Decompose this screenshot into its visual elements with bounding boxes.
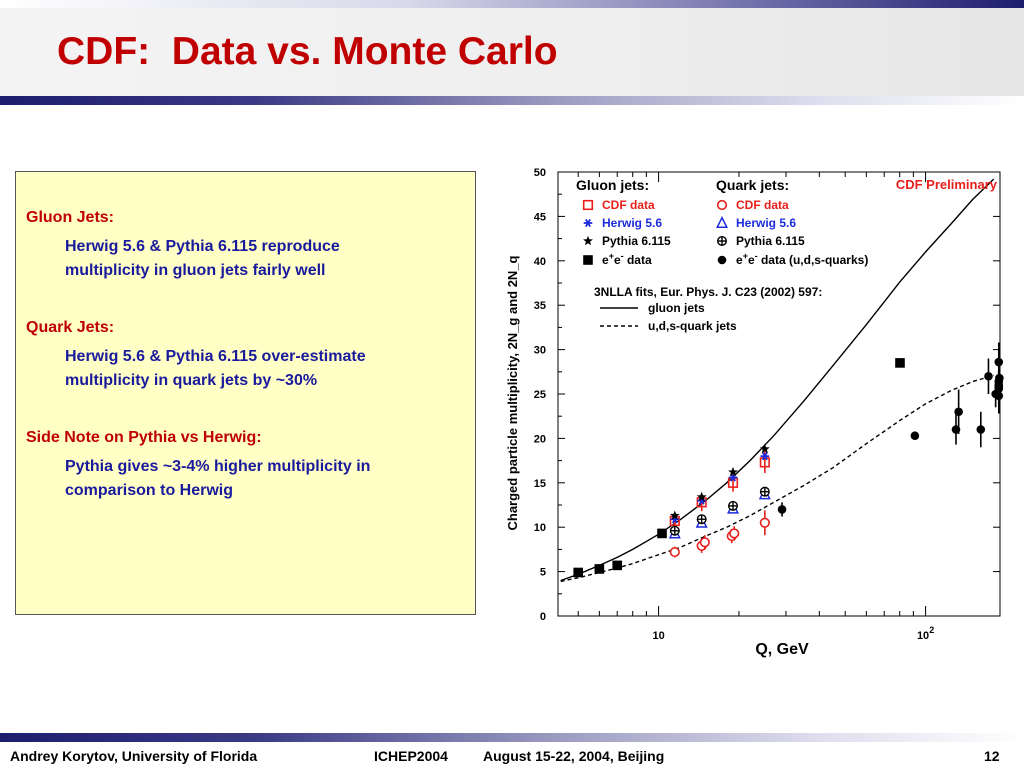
side-note-text: Pythia gives ~3-4% higher multiplicity i… bbox=[65, 455, 465, 503]
data-point bbox=[594, 564, 605, 574]
data-point bbox=[760, 451, 770, 461]
multiplicity-chart: 0 5 10 15 20 25 30 35 40 45 50 10 102 Gluon jets: Qua… bbox=[505, 167, 1004, 658]
footer-page-number: 12 bbox=[984, 748, 1000, 764]
gluon-jets-text: Herwig 5.6 & Pythia 6.115 reproduce mult… bbox=[65, 235, 465, 283]
y-tick-label: 0 bbox=[540, 611, 546, 623]
legend-gluon-marker bbox=[583, 235, 593, 246]
data-point bbox=[976, 425, 986, 434]
x-axis-label: Q, GeV bbox=[755, 641, 809, 658]
y-tick-label: 15 bbox=[534, 478, 546, 490]
data-point bbox=[994, 391, 1004, 401]
gluon-jets-line-1: Herwig 5.6 & Pythia 6.115 reproduce bbox=[65, 238, 340, 255]
data-point bbox=[910, 431, 920, 441]
quark-jets-text: Herwig 5.6 & Pythia 6.115 over-estimate … bbox=[65, 345, 465, 393]
legend-gluon-label: Herwig 5.6 bbox=[602, 216, 662, 230]
y-tick-label: 35 bbox=[534, 300, 546, 312]
legend-quark-label: e+e- data (u,d,s-quarks) bbox=[736, 251, 868, 267]
legend-fit-label: gluon jets bbox=[648, 301, 705, 315]
legend-gluon-marker bbox=[582, 199, 594, 211]
side-note-heading: Side Note on Pythia vs Herwig: bbox=[26, 429, 262, 446]
data-point bbox=[728, 500, 739, 511]
gluon-jets-line-2: multiplicity in gluon jets fairly well bbox=[65, 262, 326, 279]
data-point bbox=[777, 505, 787, 514]
data-point bbox=[759, 457, 770, 468]
y-tick-label: 50 bbox=[534, 167, 546, 179]
legend-quark-marker bbox=[716, 235, 727, 246]
gluon-fit-curve bbox=[560, 178, 995, 582]
data-point bbox=[696, 491, 707, 502]
y-tick-label: 5 bbox=[540, 567, 546, 579]
legend-quark-label: Pythia 6.115 bbox=[736, 234, 805, 248]
data-point bbox=[759, 486, 770, 497]
legend-gluon-header: Gluon jets: bbox=[576, 177, 649, 193]
series-star bbox=[669, 443, 770, 520]
data-point bbox=[895, 358, 905, 368]
y-axis-label: Charged particle multiplicity, 2N_g and … bbox=[505, 255, 520, 530]
legend-gluon-label: e+e- data bbox=[602, 251, 652, 267]
data-point bbox=[759, 517, 770, 528]
footer-date-place: August 15-22, 2004, Beijing bbox=[483, 748, 665, 764]
legend-quark-label: CDF data bbox=[736, 198, 789, 212]
footer-divider bbox=[0, 733, 1024, 742]
series-open-circle bbox=[669, 510, 770, 558]
data-points bbox=[573, 342, 1004, 578]
data-point bbox=[699, 537, 710, 548]
legend-fit-label: u,d,s-quark jets bbox=[648, 319, 737, 333]
legend-quark-marker bbox=[717, 255, 727, 265]
title-band bbox=[0, 0, 1024, 98]
gluon-jets-heading: Gluon Jets: bbox=[26, 209, 115, 226]
data-point bbox=[669, 546, 680, 558]
slide-title: CDF: Data vs. Monte Carlo bbox=[57, 30, 558, 73]
quark-jets-line-1: Herwig 5.6 & Pythia 6.115 over-estimate bbox=[65, 348, 366, 365]
x-tick-label: 102 bbox=[917, 625, 934, 642]
title-divider bbox=[0, 96, 1024, 105]
legend-gluon-marker bbox=[583, 255, 593, 265]
axes: 0 5 10 15 20 25 30 35 40 45 50 10 102 bbox=[534, 167, 1001, 642]
y-tick-label: 30 bbox=[534, 345, 546, 357]
data-point bbox=[657, 528, 667, 539]
chart-title: CDF Preliminary bbox=[896, 177, 998, 192]
data-point bbox=[954, 407, 963, 417]
data-point bbox=[728, 466, 738, 477]
data-point bbox=[984, 371, 993, 381]
series-open-cross bbox=[669, 486, 770, 536]
legend-quark-marker bbox=[716, 199, 728, 211]
y-tick-label: 40 bbox=[534, 256, 546, 268]
legend-quark-header: Quark jets: bbox=[716, 177, 789, 193]
data-point bbox=[759, 443, 770, 454]
side-note-line-1: Pythia gives ~3-4% higher multiplicity i… bbox=[65, 458, 371, 475]
data-point bbox=[612, 560, 623, 571]
data-point bbox=[669, 510, 680, 520]
series-filled-circle bbox=[777, 342, 1004, 517]
data-point bbox=[696, 514, 707, 525]
legend: Gluon jets: Quark jets: CDF data Herwig 5.6… bbox=[576, 177, 868, 333]
data-point bbox=[669, 525, 680, 536]
data-point bbox=[994, 357, 1004, 367]
x-tick-label: 10 bbox=[652, 630, 664, 642]
summary-textbox: Gluon Jets: Herwig 5.6 & Pythia 6.115 re… bbox=[15, 171, 476, 615]
top-stripe bbox=[0, 0, 1024, 8]
legend-gluon-label: Pythia 6.115 bbox=[602, 234, 671, 248]
data-point bbox=[729, 528, 740, 539]
legend-gluon-marker bbox=[583, 218, 593, 228]
legend-quark-marker bbox=[715, 216, 729, 229]
side-note-line-2: comparison to Herwig bbox=[65, 482, 234, 499]
legend-quark-label: Herwig 5.6 bbox=[736, 216, 796, 230]
footer-conference: ICHEP2004 bbox=[374, 748, 448, 764]
series-filled-square bbox=[573, 358, 905, 578]
quark-jets-line-2: multiplicity in quark jets by ~30% bbox=[65, 372, 318, 389]
y-tick-label: 45 bbox=[534, 211, 546, 223]
y-tick-label: 10 bbox=[534, 522, 546, 534]
legend-gluon-label: CDF data bbox=[602, 198, 655, 212]
quark-jets-heading: Quark Jets: bbox=[26, 319, 115, 336]
footer-author: Andrey Korytov, University of Florida bbox=[10, 748, 258, 764]
y-tick-label: 20 bbox=[534, 433, 546, 445]
quark-fit-curve bbox=[560, 374, 994, 583]
legend-fit-header: 3NLLA fits, Eur. Phys. J. C23 (2002) 597… bbox=[594, 285, 822, 299]
data-point bbox=[573, 567, 584, 578]
series-asterisk bbox=[670, 451, 770, 524]
y-tick-label: 25 bbox=[534, 389, 546, 401]
